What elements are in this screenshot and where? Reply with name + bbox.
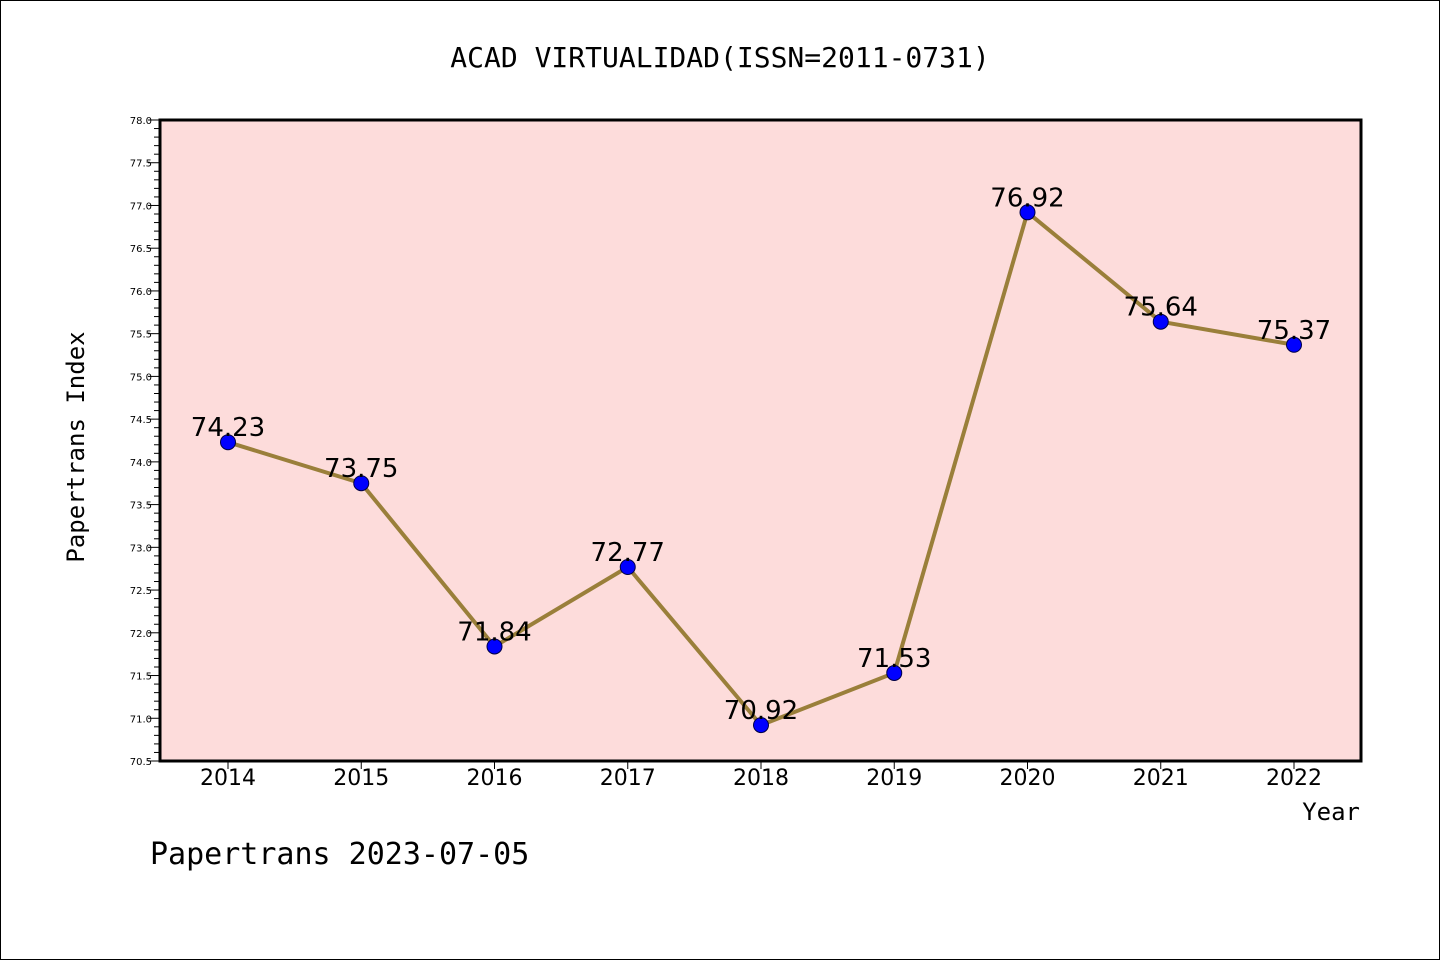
y-tick-label: 74.0 [130,458,152,469]
y-tick-label: 77.0 [130,201,152,212]
data-point [220,434,236,451]
y-tick-label: 72.0 [130,629,152,640]
x-tick-label: 2016 [467,766,523,791]
y-tick-label: 73.5 [130,501,152,512]
y-tick-label: 73.0 [130,543,152,554]
data-label: 70.92 [724,696,798,726]
data-label: 75.64 [1124,293,1198,323]
y-tick-label: 76.0 [130,287,152,298]
x-tick-label: 2020 [1000,766,1056,791]
y-tick-label: 78.0 [130,116,152,127]
data-point [619,558,636,575]
data-label: 72.77 [591,538,665,568]
x-axis-label: Year [1302,798,1360,826]
y-tick-label: 70.5 [130,757,152,768]
y-axis: 70.5 71.0 71.5 72.0 72.5 73.0 73.5 74.0 74.5 75.0… [130,116,160,768]
y-tick-label: 71.0 [130,714,152,725]
x-tick-label: 2021 [1133,766,1189,791]
y-tick-label: 74.5 [130,415,152,426]
x-tick-label: 2017 [600,766,656,791]
y-tick-label: 72.5 [130,586,152,597]
data-point [1152,313,1169,330]
data-label: 73.75 [324,454,398,484]
x-tick-label: 2018 [733,766,789,791]
plot-border [158,118,1363,763]
y-tick-label: 75.5 [130,330,152,341]
footer-stamp: Papertrans 2023-07-05 [150,837,529,872]
x-tick-label: 2015 [333,766,389,791]
data-label: 71.53 [857,644,931,674]
y-tick-label: 75.0 [130,372,152,383]
data-point [1019,204,1036,221]
data-label: 75.37 [1257,316,1331,346]
x-tick-label: 2014 [200,766,256,791]
data-point [753,717,769,734]
y-tick-label: 76.5 [130,244,152,255]
data-label: 74.23 [191,413,265,443]
data-labels: 74.23 73.75 71.84 72.77 70.92 71.53 76.92 75.64… [191,183,1331,726]
y-tick-label: 77.5 [130,159,152,170]
x-tick-label: 2022 [1266,766,1322,791]
y-tick-label: 71.5 [130,672,152,683]
data-point [486,638,503,655]
data-markers [220,204,1302,734]
data-point [1286,336,1302,353]
chart-title: ACAD VIRTUALIDAD(ISSN=2011-0731) [450,41,989,74]
y-axis-label: Papertrans Index [62,331,90,562]
plot-area [160,120,1361,761]
x-axis: 2014 2015 2016 2017 2018 2019 2020 2021 2022 [200,761,1322,791]
data-label: 76.92 [990,183,1064,213]
x-tick-label: 2019 [866,766,922,791]
data-point [353,475,370,492]
data-point [886,664,903,681]
data-label: 71.84 [457,617,531,647]
